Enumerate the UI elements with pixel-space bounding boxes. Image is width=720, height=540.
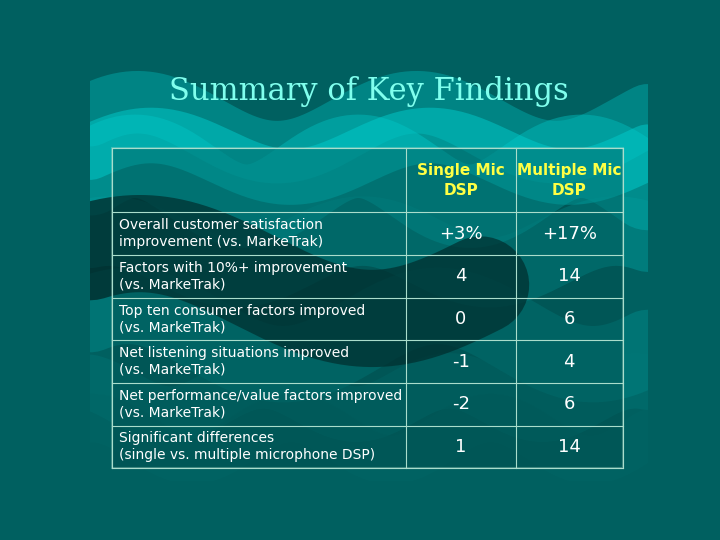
Text: 1: 1 — [455, 438, 467, 456]
Text: Net performance/value factors improved
(vs. MarkeTrak): Net performance/value factors improved (… — [119, 389, 402, 420]
Text: 0: 0 — [455, 310, 467, 328]
Text: -1: -1 — [452, 353, 469, 370]
Text: Significant differences
(single vs. multiple microphone DSP): Significant differences (single vs. mult… — [119, 431, 375, 462]
Text: Top ten consumer factors improved
(vs. MarkeTrak): Top ten consumer factors improved (vs. M… — [119, 303, 365, 334]
Text: 6: 6 — [564, 395, 575, 413]
Text: +17%: +17% — [541, 225, 597, 242]
Text: 6: 6 — [564, 310, 575, 328]
Text: Overall customer satisfaction
improvement (vs. MarkeTrak): Overall customer satisfaction improvemen… — [119, 218, 323, 249]
Text: Factors with 10%+ improvement
(vs. MarkeTrak): Factors with 10%+ improvement (vs. Marke… — [119, 261, 347, 292]
Text: 14: 14 — [558, 438, 581, 456]
Text: 14: 14 — [558, 267, 581, 285]
Text: Net listening situations improved
(vs. MarkeTrak): Net listening situations improved (vs. M… — [119, 346, 349, 377]
Text: 4: 4 — [564, 353, 575, 370]
Text: Single Mic
DSP: Single Mic DSP — [417, 163, 505, 198]
Text: -2: -2 — [451, 395, 469, 413]
Text: 4: 4 — [455, 267, 467, 285]
Text: +3%: +3% — [439, 225, 482, 242]
Text: Summary of Key Findings: Summary of Key Findings — [169, 76, 569, 107]
Text: Multiple Mic
DSP: Multiple Mic DSP — [517, 163, 621, 198]
Bar — [112, 148, 623, 468]
